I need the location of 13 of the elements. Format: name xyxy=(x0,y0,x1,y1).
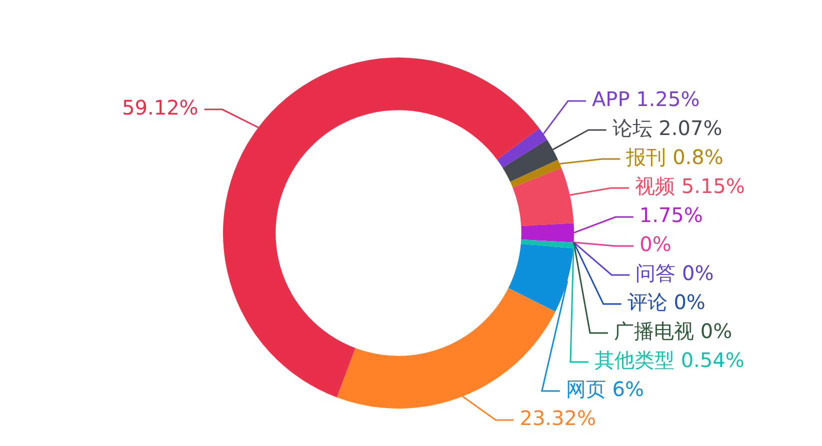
slice-label: 网页 6% xyxy=(566,377,644,402)
category-label: 评论 0% xyxy=(627,290,706,314)
slice-label: 视频 5.15% xyxy=(635,174,745,198)
slice-label: 报刊 0.8% xyxy=(625,145,724,170)
data-label: 1.75% xyxy=(639,203,703,228)
category-label: 广播电视 0% xyxy=(614,319,732,344)
data-label: 23.32% xyxy=(520,406,596,430)
category-label: 问答 0% xyxy=(636,261,714,286)
data-label: 59.12% xyxy=(122,96,198,120)
slice-label: APP 1.25% xyxy=(592,87,700,112)
slice-label: 其他类型 0.54% xyxy=(594,348,744,372)
slice-label: 论坛 2.07% xyxy=(612,116,722,140)
text: 0% xyxy=(640,232,672,256)
